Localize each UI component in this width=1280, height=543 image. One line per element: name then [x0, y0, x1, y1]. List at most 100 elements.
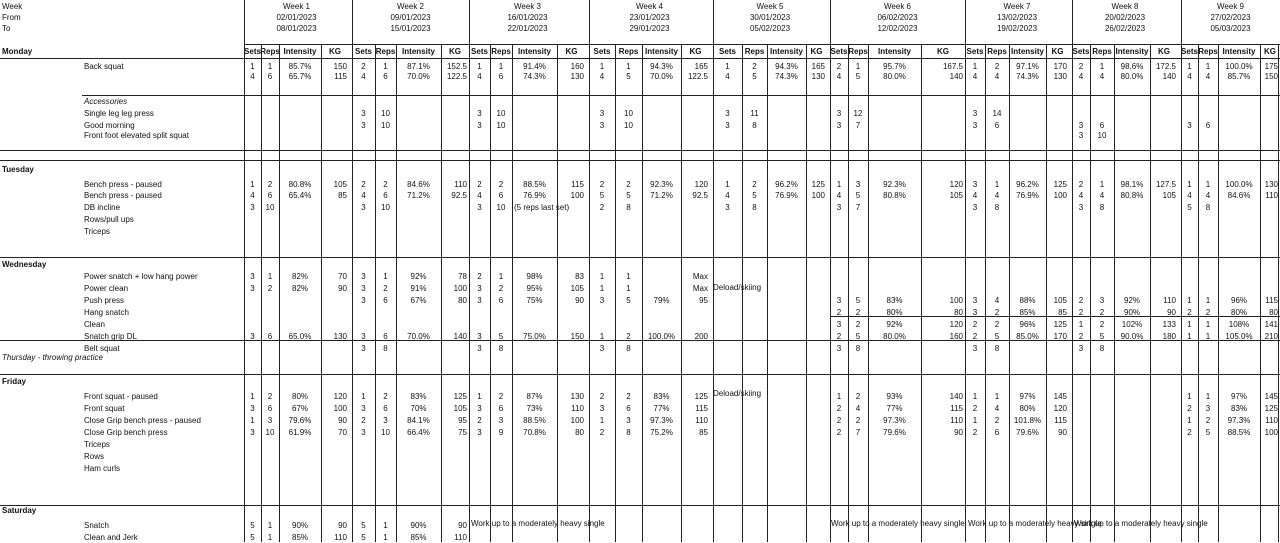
table-cell: 8 [626, 203, 631, 212]
workup-note: Work up to a moderately heavy single [471, 519, 605, 528]
exercise-name: Clean and Jerk [84, 533, 138, 542]
table-cell: 2 [599, 392, 605, 401]
table-cell: 3 [477, 428, 482, 437]
table-cell: 2 [1078, 308, 1084, 317]
table-cell: 3 [836, 320, 842, 329]
table-cell: 75% [526, 296, 543, 305]
table-cell: 1 [1187, 296, 1192, 305]
table-cell: 4 [994, 191, 1000, 200]
table-cell: 167.5 [942, 62, 963, 71]
table-cell: 2 [267, 284, 273, 293]
table-cell: 3 [361, 109, 366, 118]
table-cell: 3 [250, 404, 255, 413]
table-cell: 122.5 [687, 72, 708, 81]
week-title: Week 5 [756, 2, 784, 11]
table-cell: 1 [498, 62, 504, 71]
table-cell: 2 [1205, 308, 1211, 317]
table-cell: 97.1% [1016, 62, 1039, 71]
table-cell: 92% [1123, 296, 1141, 305]
table-cell: 3 [361, 344, 366, 353]
column-divider [469, 0, 470, 542]
table-cell: 1 [383, 62, 388, 71]
table-cell: 83% [653, 392, 670, 401]
table-cell: 172.5 [1155, 62, 1176, 71]
column-divider [1260, 44, 1261, 542]
table-cell: 1 [1078, 320, 1084, 329]
column-divider [490, 44, 491, 542]
table-cell: 105 [949, 191, 963, 200]
table-cell: 82% [291, 284, 309, 293]
week-from-date: 13/02/2023 [996, 13, 1038, 22]
table-cell: 2 [994, 62, 1000, 71]
table-cell: 7 [855, 121, 861, 130]
table-cell: 2 [1187, 308, 1192, 317]
column-header-intensity: Intensity [402, 47, 435, 56]
table-cell: 200 [694, 332, 708, 341]
column-divider [589, 0, 590, 542]
table-cell: 2 [836, 416, 842, 425]
table-cell: 2 [972, 320, 978, 329]
table-cell: 140 [453, 332, 467, 341]
table-cell: 5 [626, 191, 631, 200]
table-cell: 2 [972, 428, 978, 437]
exercise-name: Front foot elevated split squat [84, 131, 189, 140]
table-cell: 5 [855, 296, 861, 305]
table-cell: 3 [1078, 121, 1084, 130]
table-cell: 160 [570, 62, 584, 71]
table-cell: 91% [410, 284, 427, 293]
table-cell: 97% [1230, 392, 1248, 401]
table-cell: 80.8% [883, 191, 906, 200]
table-cell: 125 [1264, 404, 1278, 413]
table-cell: 83% [410, 392, 427, 401]
table-cell: 92.3% [883, 180, 906, 189]
table-cell: 133 [1162, 320, 1176, 329]
column-header-kg: KG [1051, 47, 1064, 56]
workup-note: Work up to a moderately heavy single [831, 519, 965, 528]
deload-note: Deload/skiing [713, 283, 762, 292]
table-cell: 102% [1121, 320, 1143, 329]
table-cell: 100.0% [1225, 180, 1253, 189]
column-header-intensity: Intensity [518, 47, 551, 56]
column-header-reps: Reps [744, 47, 765, 56]
table-cell: 70.8% [523, 428, 546, 437]
table-cell: 97% [1019, 392, 1036, 401]
table-cell: 90 [575, 296, 584, 305]
table-cell: 120 [949, 180, 963, 189]
table-cell: 1 [626, 62, 631, 71]
table-cell: 3 [361, 296, 366, 305]
table-cell: 3 [836, 203, 842, 212]
column-divider [557, 44, 558, 542]
row-divider [830, 316, 1280, 317]
row-divider [0, 505, 244, 506]
table-cell: 70 [338, 428, 347, 437]
table-cell: 2 [1078, 180, 1084, 189]
table-cell: 8 [752, 203, 757, 212]
table-cell: 1 [267, 521, 273, 530]
week-to-date: 12/02/2023 [877, 24, 918, 33]
table-cell: 6 [626, 404, 631, 413]
table-cell: 80.0% [883, 72, 906, 81]
table-cell: 73% [526, 404, 543, 413]
table-cell: 1 [972, 392, 978, 401]
column-divider [1009, 44, 1010, 542]
table-cell: 90% [410, 521, 427, 530]
table-cell: 3 [477, 203, 482, 212]
table-cell: 2 [855, 416, 861, 425]
table-cell: 10 [381, 121, 390, 130]
table-cell: 11 [750, 109, 759, 118]
exercise-name: Bench press - paused [84, 180, 162, 189]
table-cell: 79.6% [288, 416, 312, 425]
table-cell: 3 [477, 404, 482, 413]
table-cell: 10 [265, 428, 275, 437]
table-cell: 80 [458, 296, 467, 305]
table-cell: 10 [496, 203, 506, 212]
table-cell: 6 [383, 332, 388, 341]
column-divider [742, 44, 743, 542]
table-cell: 100 [1264, 428, 1278, 437]
table-cell: 6 [383, 72, 388, 81]
table-cell: 105.0% [1225, 332, 1253, 341]
column-header-intensity: Intensity [770, 47, 803, 56]
table-cell: 210 [1264, 332, 1278, 341]
table-cell: 2 [626, 180, 631, 189]
week-title: Week 9 [1217, 2, 1244, 11]
